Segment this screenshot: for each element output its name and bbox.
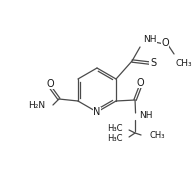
Text: S: S	[150, 58, 156, 68]
Text: N: N	[93, 107, 101, 117]
Text: O: O	[136, 78, 144, 88]
Text: O: O	[46, 79, 54, 89]
Text: H₂N: H₂N	[28, 102, 45, 111]
Text: CH₃: CH₃	[149, 131, 165, 140]
Text: O: O	[161, 38, 169, 48]
Text: NH: NH	[139, 112, 152, 121]
Text: H₃C: H₃C	[108, 124, 123, 134]
Text: NH: NH	[143, 35, 157, 44]
Text: CH₃: CH₃	[175, 59, 192, 68]
Text: H₃C: H₃C	[108, 134, 123, 143]
